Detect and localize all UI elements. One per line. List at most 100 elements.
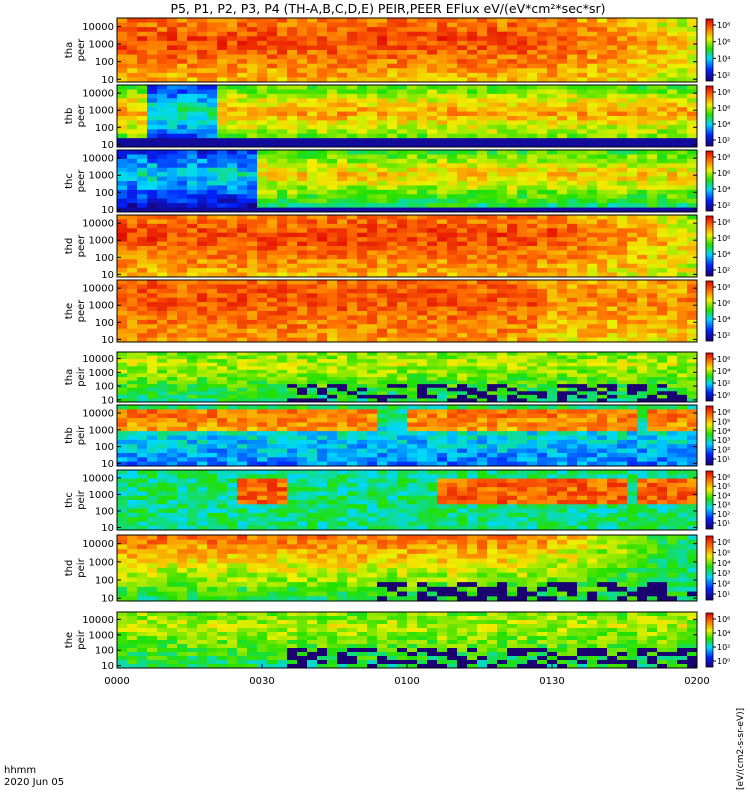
heatmap-cell [147, 172, 158, 177]
heatmap-cell [357, 124, 368, 130]
heatmap-cell [617, 129, 628, 135]
heatmap-cell [367, 142, 378, 148]
heatmap-cell [457, 111, 468, 117]
heatmap-cell [367, 27, 378, 33]
heatmap-cell [527, 259, 538, 265]
heatmap-cell [427, 207, 438, 213]
heatmap-cell [287, 237, 298, 242]
heatmap-cell [497, 398, 508, 403]
heatmap-cell [397, 59, 408, 65]
heatmap-cell [377, 150, 388, 155]
heatmap-cell [437, 124, 448, 130]
heatmap-cell [597, 328, 608, 334]
heatmap-cell [437, 302, 448, 307]
heatmap-cell [687, 36, 698, 42]
heatmap-cell [647, 68, 658, 74]
heatmap-cell [587, 280, 598, 285]
heatmap-cell [247, 207, 258, 213]
heatmap-cell [687, 232, 698, 238]
colorbar-tick-label: 10⁶ [717, 299, 730, 308]
heatmap-cell [517, 163, 528, 169]
heatmap-cell [637, 93, 648, 99]
heatmap-cell [577, 142, 588, 148]
heatmap-cell [547, 124, 558, 130]
heatmap-cell [197, 373, 208, 378]
heatmap-cell [447, 31, 458, 37]
heatmap-cell [407, 59, 418, 65]
heatmap-cell [257, 22, 268, 28]
heatmap-cell [417, 138, 428, 143]
heatmap-cell [237, 237, 248, 242]
heatmap-cell [157, 176, 168, 182]
heatmap-cell [687, 18, 698, 23]
heatmap-cell [177, 194, 188, 200]
heatmap-cell [487, 102, 498, 108]
heatmap-cell [187, 272, 198, 278]
heatmap-cell [197, 328, 208, 334]
heatmap-cell [627, 359, 638, 364]
heatmap-cell [587, 138, 598, 143]
heatmap-cell [207, 172, 218, 177]
heatmap-cell [677, 36, 688, 42]
heatmap-cell [267, 333, 278, 338]
heatmap-cell [267, 373, 278, 378]
heatmap-cell [207, 203, 218, 208]
heatmap-cell [337, 384, 348, 389]
heatmap-cell [597, 54, 608, 60]
heatmap-cell [437, 172, 448, 177]
heatmap-cell [597, 254, 608, 260]
heatmap-cell [367, 68, 378, 74]
heatmap-cell [597, 111, 608, 117]
heatmap-cell [397, 215, 408, 220]
heatmap-cell [287, 306, 298, 312]
heatmap-cell [137, 129, 148, 135]
heatmap-cell [377, 18, 388, 23]
heatmap-cell [467, 181, 478, 186]
heatmap-cell [137, 172, 148, 177]
heatmap-cell [167, 167, 178, 173]
heatmap-cell [237, 77, 248, 83]
heatmap-cell [377, 189, 388, 195]
heatmap-cell [137, 223, 148, 229]
heatmap-cell [317, 89, 328, 95]
heatmap-cell [347, 228, 358, 234]
heatmap-cell [537, 377, 548, 381]
heatmap-cell [677, 241, 688, 247]
heatmap-cell [377, 154, 388, 160]
heatmap-cell [537, 297, 548, 303]
heatmap-cell [477, 315, 488, 321]
colorbar-tick-label: 10² [717, 136, 730, 145]
heatmap-cell [227, 319, 238, 325]
heatmap-cell [457, 142, 468, 148]
heatmap-cell [557, 150, 568, 155]
heatmap-cell [137, 254, 148, 260]
heatmap-cell [307, 254, 318, 260]
heatmap-cell [627, 54, 638, 60]
heatmap-cell [477, 259, 488, 265]
heatmap-cell [537, 133, 548, 139]
heatmap-cell [147, 18, 158, 23]
heatmap-cell [587, 203, 598, 208]
heatmap-cell [667, 284, 678, 290]
heatmap-cell [367, 176, 378, 182]
heatmap-cell [587, 158, 598, 164]
heatmap-cell [157, 246, 168, 251]
heatmap-cell [597, 207, 608, 213]
heatmap-cell [377, 394, 388, 399]
heatmap-cell [257, 85, 268, 90]
heatmap-cell [547, 215, 558, 220]
heatmap-cell [527, 120, 538, 126]
heatmap-cell [207, 163, 218, 169]
heatmap-cell [127, 163, 138, 169]
heatmap-cell [627, 176, 638, 182]
heatmap-cell [527, 311, 538, 316]
heatmap-cell [477, 116, 488, 121]
heatmap-cell [477, 77, 488, 83]
heatmap-cell [537, 207, 548, 213]
heatmap-cell [167, 93, 178, 99]
heatmap-cell [587, 219, 598, 225]
heatmap-cell [117, 189, 128, 195]
heatmap-cell [387, 163, 398, 169]
heatmap-cell [387, 181, 398, 186]
heatmap-cell [257, 150, 268, 155]
